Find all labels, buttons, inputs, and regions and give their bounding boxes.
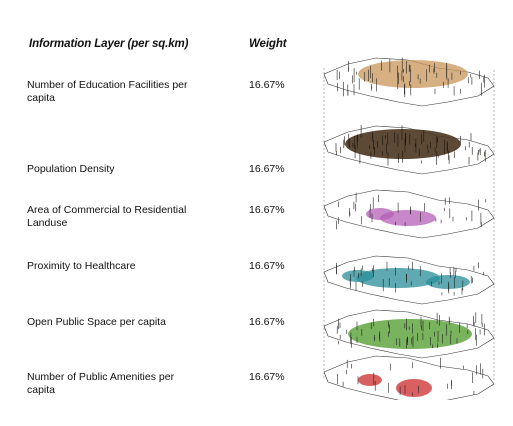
layer-region <box>426 275 470 289</box>
map-layer-commercial-residential <box>323 255 495 305</box>
row-weight-amenities: 16.67% <box>249 371 285 383</box>
row-label-open-space: Open Public Space per capita <box>27 316 166 328</box>
row-label-population: Population Density <box>27 163 115 175</box>
stack-guides <box>323 68 495 382</box>
layer-region <box>348 319 472 349</box>
stacked-map-layers <box>323 57 495 400</box>
row-label-healthcare: Proximity to Healthcare <box>27 260 136 272</box>
header-weight: Weight <box>249 38 287 50</box>
layer-region <box>358 60 468 88</box>
row-weight-commercial: 16.67% <box>249 204 285 216</box>
layer-region <box>358 374 382 386</box>
layer-region <box>345 129 461 159</box>
layer-region <box>396 379 432 397</box>
header-information-layer: Information Layer (per sq.km) <box>29 38 189 50</box>
row-label-education: Number of Education Facilities per capit… <box>27 79 188 104</box>
map-layer-healthcare <box>323 309 495 359</box>
row-weight-healthcare: 16.67% <box>249 260 285 272</box>
map-layer-population-density <box>323 189 495 239</box>
map-layer-composite <box>323 125 495 175</box>
row-label-commercial: Area of Commercial to Residential Landus… <box>27 204 187 229</box>
row-weight-education: 16.67% <box>249 79 285 91</box>
row-weight-open-space: 16.67% <box>249 316 285 328</box>
map-layer-public-amenities <box>323 355 495 400</box>
layer-region <box>366 208 394 220</box>
map-layer-education-facilities <box>323 57 495 107</box>
row-weight-population: 16.67% <box>249 163 285 175</box>
layer-region <box>356 268 440 288</box>
row-label-amenities: Number of Public Amenities per capita <box>27 371 175 396</box>
